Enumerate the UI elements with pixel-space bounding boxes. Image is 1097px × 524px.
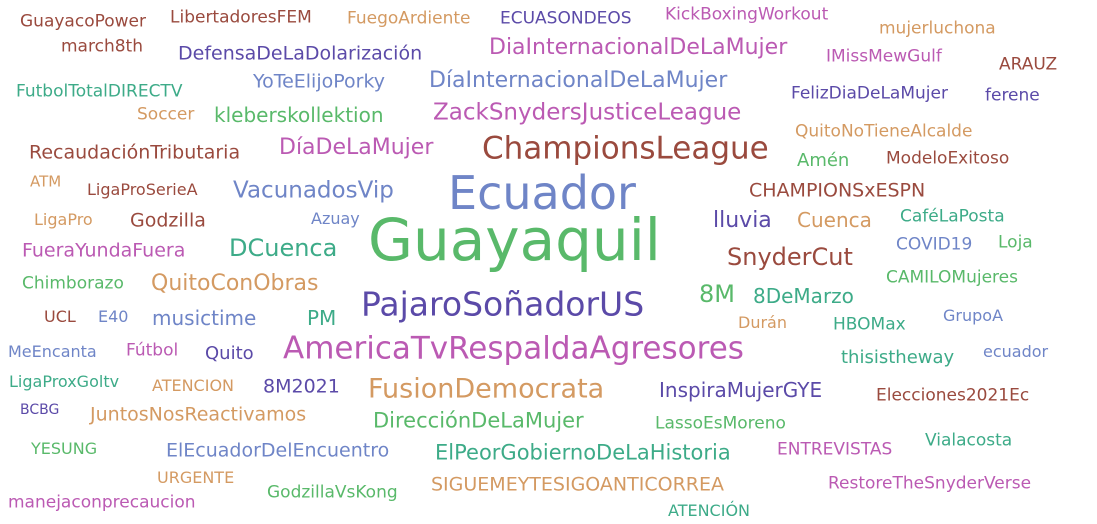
word-cloud-term[interactable]: SnyderCut — [727, 243, 853, 271]
word-cloud-term[interactable]: Ecuador — [448, 166, 636, 220]
word-cloud-term[interactable]: mujerluchona — [879, 18, 996, 39]
word-cloud-term[interactable]: ARAUZ — [999, 54, 1058, 75]
word-cloud-term[interactable]: E40 — [98, 307, 129, 326]
word-cloud-term[interactable]: AmericaTvRespaldaAgresores — [283, 330, 744, 367]
word-cloud-term[interactable]: QuitoNoTieneAlcalde — [795, 121, 973, 142]
word-cloud-term[interactable]: PajaroSoñadorUS — [361, 284, 645, 324]
word-cloud-term[interactable]: CHAMPIONSxESPN — [749, 179, 926, 202]
word-cloud-term[interactable]: Soccer — [137, 104, 195, 125]
word-cloud-term[interactable]: ZackSnydersJusticeLeague — [433, 99, 742, 126]
word-cloud-term[interactable]: KickBoxingWorkout — [665, 4, 829, 25]
word-cloud-term[interactable]: ATM — [30, 172, 62, 191]
word-cloud-term[interactable]: FutbolTotalDIRECTV — [16, 81, 183, 102]
word-cloud-term[interactable]: FelizDiaDeLaMujer — [791, 83, 948, 104]
word-cloud-term[interactable]: PM — [307, 306, 337, 330]
word-cloud-term[interactable]: Guayaquil — [368, 206, 661, 274]
word-cloud-term[interactable]: musictime — [152, 306, 257, 330]
word-cloud-term[interactable]: RestoreTheSnyderVerse — [828, 473, 1032, 494]
word-cloud-term[interactable]: CaféLaPosta — [900, 206, 1005, 227]
word-cloud-term[interactable]: URGENTE — [157, 468, 235, 487]
word-cloud-term[interactable]: FueraYundaFuera — [22, 239, 186, 262]
word-cloud-term[interactable]: ElPeorGobiernoDeLaHistoria — [435, 440, 731, 465]
word-cloud-term[interactable]: Quito — [205, 343, 254, 364]
word-cloud-term[interactable]: DiaInternacionalDeLaMujer — [489, 35, 788, 60]
word-cloud-term[interactable]: DirecciónDeLaMujer — [373, 408, 584, 433]
word-cloud-term[interactable]: Loja — [998, 232, 1033, 253]
word-cloud-term[interactable]: Amén — [797, 150, 850, 171]
word-cloud-term[interactable]: SIGUEMEYTESIGOANTICORREA — [431, 473, 724, 496]
word-cloud-term[interactable]: YoTeElijoPorky — [253, 70, 386, 93]
word-cloud-term[interactable]: ATENCION — [152, 376, 235, 395]
word-cloud-term[interactable]: thisistheway — [841, 347, 955, 368]
word-cloud-term[interactable]: QuitoConObras — [151, 271, 319, 296]
word-cloud-term[interactable]: 8M — [699, 280, 735, 308]
word-cloud-term[interactable]: GrupoA — [943, 306, 1004, 325]
word-cloud-term[interactable]: RecaudaciónTributaria — [29, 141, 241, 164]
word-cloud-term[interactable]: VacunadosVip — [233, 177, 394, 204]
word-cloud-term[interactable]: DíaInternacionalDeLaMujer — [429, 68, 728, 93]
word-cloud-term[interactable]: ChampionsLeague — [482, 130, 769, 167]
word-cloud-term[interactable]: CAMILOMujeres — [886, 267, 1018, 288]
word-cloud-term[interactable]: JuntosNosReactivamos — [90, 403, 307, 426]
word-cloud-term[interactable]: GuayacoPower — [20, 11, 146, 32]
word-cloud-term[interactable]: LassoEsMoreno — [655, 413, 786, 434]
word-cloud-term[interactable]: FuegoArdiente — [347, 8, 471, 29]
word-cloud-term[interactable]: COVID19 — [896, 234, 973, 255]
word-cloud-term[interactable]: kleberskollektion — [214, 103, 384, 127]
word-cloud-term[interactable]: IMissMewGulf — [826, 46, 942, 67]
word-cloud-term[interactable]: manejaconprecaucion — [8, 492, 196, 513]
word-cloud-term[interactable]: Godzilla — [130, 209, 206, 232]
word-cloud-term[interactable]: Fútbol — [126, 340, 179, 361]
word-cloud-term[interactable]: ecuador — [983, 342, 1049, 361]
word-cloud-term[interactable]: Vialacosta — [925, 430, 1013, 451]
word-cloud-term[interactable]: InspiraMujerGYE — [659, 378, 823, 402]
word-cloud-term[interactable]: ferene — [985, 85, 1040, 106]
word-cloud-term[interactable]: ModeloExitoso — [886, 148, 1010, 169]
word-cloud-term[interactable]: Cuenca — [797, 208, 872, 232]
word-cloud-term[interactable]: LibertadoresFEM — [170, 7, 312, 28]
word-cloud-term[interactable]: HBOMax — [833, 314, 906, 335]
word-cloud-term[interactable]: FusionDemocrata — [368, 373, 605, 405]
word-cloud-term[interactable]: Durán — [738, 313, 787, 332]
word-cloud-term[interactable]: ElEcuadorDelEncuentro — [166, 439, 390, 462]
word-cloud-term[interactable]: lluvia — [713, 208, 772, 233]
word-cloud-term[interactable]: GodzillaVsKong — [267, 482, 398, 503]
word-cloud-term[interactable]: DCuenca — [229, 234, 338, 262]
word-cloud-term[interactable]: march8th — [61, 36, 143, 57]
word-cloud-term[interactable]: ECUASONDEOS — [500, 8, 632, 29]
word-cloud-term[interactable]: 8DeMarzo — [753, 284, 854, 308]
word-cloud-term[interactable]: UCL — [44, 307, 76, 326]
word-cloud-term[interactable]: DefensaDeLaDolarización — [178, 42, 423, 65]
word-cloud-term[interactable]: LigaProxGoltv — [9, 372, 120, 391]
word-cloud-term[interactable]: 8M2021 — [263, 375, 340, 398]
word-cloud-term[interactable]: MeEncanta — [8, 342, 97, 361]
word-cloud-term[interactable]: Chimborazo — [22, 273, 124, 294]
word-cloud-term[interactable]: ENTREVISTAS — [777, 439, 893, 460]
word-cloud-term[interactable]: LigaProSerieA — [87, 180, 198, 199]
word-cloud-term[interactable]: Azuay — [311, 209, 360, 228]
word-cloud-term[interactable]: BCBG — [20, 402, 60, 418]
word-cloud-term[interactable]: Elecciones2021Ec — [876, 385, 1030, 406]
word-cloud-term[interactable]: DíaDeLaMujer — [279, 135, 434, 160]
word-cloud-term[interactable]: YESUNG — [31, 439, 98, 458]
word-cloud-term[interactable]: LigaPro — [34, 210, 93, 229]
word-cloud-term[interactable]: ATENCIÓN — [668, 501, 751, 520]
